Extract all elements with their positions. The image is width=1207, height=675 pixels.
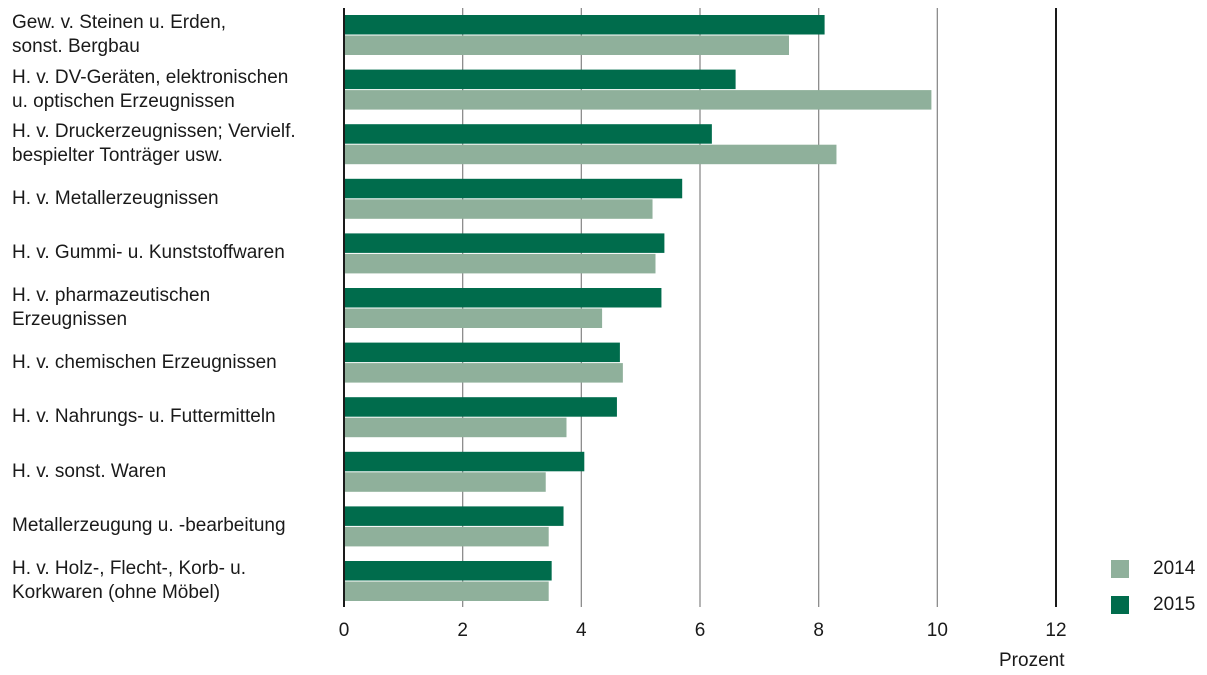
- legend-label: 2014: [1153, 558, 1196, 579]
- bar-2015: [344, 561, 552, 581]
- bar-2015: [344, 506, 564, 526]
- category-label: H. v. Gummi- u. Kunststoffwaren: [12, 242, 285, 264]
- legend-swatch: [1111, 596, 1129, 614]
- bar-2014: [344, 363, 623, 383]
- x-tick-label: 10: [926, 620, 948, 641]
- category-label: H. v. chemischen Erzeugnissen: [12, 351, 277, 373]
- category-label: H. v. Druckerzeugnissen; Vervielf. bespi…: [12, 121, 296, 167]
- bar-2014: [344, 199, 653, 219]
- bar-2014: [344, 308, 603, 328]
- bar-2014: [344, 90, 932, 110]
- bar-2014: [344, 472, 546, 492]
- x-tick-label: 4: [576, 620, 587, 641]
- category-label: H. v. Metallerzeugnissen: [12, 187, 219, 209]
- bar-2015: [344, 233, 665, 253]
- bar-2015: [344, 178, 683, 199]
- legend-swatch: [1111, 560, 1129, 578]
- bar-2014: [344, 417, 567, 438]
- bar-2015: [344, 69, 736, 90]
- category-label: H. v. DV-Geräten, elektronischen u. opti…: [12, 66, 289, 112]
- category-label: Gew. v. Steinen u. Erden, sonst. Bergbau: [12, 12, 227, 57]
- legend-label: 2015: [1153, 594, 1196, 615]
- category-label: H. v. Holz-, Flecht-, Korb- u. Korkwaren…: [12, 558, 247, 603]
- x-tick-label: 12: [1045, 620, 1067, 641]
- category-label: H. v. Nahrungs- u. Futtermitteln: [12, 406, 276, 428]
- x-tick-label: 6: [694, 620, 706, 641]
- legend-item-2015: 2015: [1111, 593, 1195, 617]
- bar-2014: [344, 253, 656, 274]
- bar-2014: [344, 35, 789, 55]
- bar-2015: [344, 451, 585, 472]
- x-axis-label: Prozent: [999, 650, 1065, 671]
- legend-item-2014: 2014: [1111, 557, 1195, 581]
- bar-2015: [344, 288, 662, 308]
- bar-2014: [344, 144, 837, 165]
- bar-2015: [344, 397, 617, 417]
- category-label: H. v. pharmazeutischen Erzeugnissen: [12, 285, 211, 330]
- category-label: Metallerzeugung u. -bearbeitung: [12, 515, 286, 537]
- bar-2015: [344, 342, 620, 363]
- bar-2015: [344, 15, 825, 35]
- bar-2014: [344, 581, 549, 601]
- category-label: H. v. sonst. Waren: [12, 460, 167, 482]
- bar-2014: [344, 526, 549, 547]
- x-tick-label: 0: [338, 620, 350, 641]
- bar-2015: [344, 124, 712, 144]
- x-tick-label: 2: [457, 620, 468, 641]
- x-tick-label: 8: [813, 620, 824, 641]
